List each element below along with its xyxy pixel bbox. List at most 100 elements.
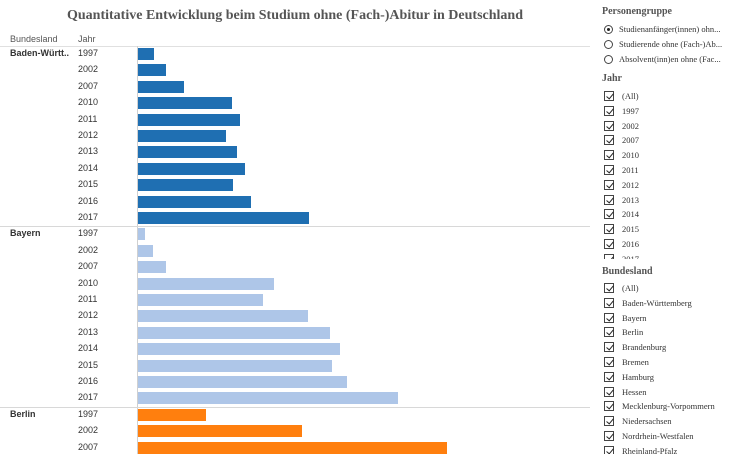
checkbox-icon[interactable]: [604, 445, 614, 454]
bundesland-filter-item[interactable]: Rheinland-Pfalz: [604, 444, 732, 454]
bar[interactable]: [138, 277, 274, 290]
bar[interactable]: [138, 392, 398, 405]
checkbox-icon[interactable]: [604, 283, 614, 293]
checkbox-icon[interactable]: [604, 224, 614, 235]
checkbox-icon[interactable]: [604, 253, 614, 259]
checkbox-label: Rheinland-Pfalz: [622, 445, 678, 454]
year-label: 1997: [78, 48, 99, 58]
bundesland-filter-item[interactable]: Bayern: [604, 311, 732, 325]
jahr-filter-item[interactable]: 2014: [604, 207, 732, 221]
bundesland-filter-item[interactable]: Berlin: [604, 325, 732, 339]
filter-title-bundesland: Bundesland: [602, 266, 653, 277]
bar[interactable]: [138, 212, 309, 224]
bar[interactable]: [138, 113, 240, 126]
bar[interactable]: [138, 359, 332, 372]
year-label: 2002: [78, 425, 99, 436]
bundesland-filter-item[interactable]: (All): [604, 281, 732, 295]
bar[interactable]: [138, 408, 206, 421]
checkbox-icon[interactable]: [604, 135, 614, 146]
checkbox-icon[interactable]: [604, 165, 614, 175]
radio-icon[interactable]: [604, 39, 613, 49]
year-label: 2011: [78, 113, 98, 124]
bundesland-filter-item[interactable]: Baden-Württemberg: [604, 296, 732, 310]
bar[interactable]: [138, 64, 166, 77]
bar[interactable]: [138, 244, 153, 257]
year-label: 2016: [78, 195, 99, 206]
option-label: Absolvent(inn)en ohne (Fac...: [619, 54, 721, 64]
checkbox-icon[interactable]: [604, 401, 614, 412]
checkbox-icon[interactable]: [604, 386, 614, 397]
jahr-filter-item[interactable]: (All): [604, 89, 732, 103]
jahr-filter-item[interactable]: 2017: [604, 252, 732, 259]
jahr-filter-item[interactable]: 2015: [604, 222, 732, 236]
radio-icon[interactable]: [604, 54, 613, 64]
checkbox-icon[interactable]: [604, 209, 614, 220]
jahr-filter-item[interactable]: 2013: [604, 193, 732, 207]
checkbox-label: Hamburg: [622, 371, 654, 382]
radio-icon[interactable]: [604, 24, 613, 34]
bundesland-filter-item[interactable]: Hessen: [604, 385, 732, 399]
checkbox-icon[interactable]: [604, 179, 614, 190]
jahr-filter-item[interactable]: 2002: [604, 119, 732, 133]
bar[interactable]: [138, 343, 340, 356]
checkbox-icon[interactable]: [604, 239, 614, 249]
personengruppe-option[interactable]: Studienanfänger(innen) ohn...: [604, 22, 732, 36]
checkbox-icon[interactable]: [604, 91, 614, 101]
year-label: 2015: [78, 359, 99, 370]
jahr-filter-item[interactable]: 2007: [604, 133, 732, 147]
checkbox-icon[interactable]: [604, 327, 614, 338]
checkbox-icon[interactable]: [604, 120, 614, 131]
bundesland-filter-item[interactable]: Bremen: [604, 355, 732, 369]
bar[interactable]: [138, 261, 166, 274]
bundesland-filter-item[interactable]: Niedersachsen: [604, 414, 732, 428]
bar[interactable]: [138, 179, 233, 192]
year-label: 2011: [78, 294, 98, 304]
bar[interactable]: [138, 48, 154, 60]
bar[interactable]: [138, 80, 184, 93]
jahr-filter-item[interactable]: 1997: [604, 104, 732, 118]
bar[interactable]: [138, 294, 263, 306]
bar[interactable]: [138, 376, 347, 388]
bundesland-filter-item[interactable]: Mecklenburg-Vorpommern: [604, 399, 732, 413]
personengruppe-option[interactable]: Studierende ohne (Fach-)Ab...: [604, 37, 732, 51]
jahr-filter-item[interactable]: 2010: [604, 148, 732, 162]
bar[interactable]: [138, 310, 308, 323]
checkbox-icon[interactable]: [604, 194, 614, 205]
checkbox-label: Bremen: [622, 357, 649, 367]
checkbox-icon[interactable]: [604, 312, 614, 323]
checkbox-icon[interactable]: [604, 431, 614, 441]
checkbox-label: Baden-Württemberg: [622, 297, 692, 308]
year-label: 2015: [78, 179, 99, 190]
jahr-filter-item[interactable]: 2016: [604, 237, 732, 251]
year-label: 2010: [78, 277, 99, 288]
bar[interactable]: [138, 97, 232, 110]
checkbox-label: Brandenburg: [622, 342, 667, 353]
bundesland-filter-item[interactable]: Hamburg: [604, 370, 732, 384]
personengruppe-option[interactable]: Absolvent(inn)en ohne (Fac...: [604, 52, 732, 66]
checkbox-icon[interactable]: [604, 297, 614, 308]
year-label: 2017: [78, 392, 99, 403]
bar[interactable]: [138, 326, 330, 339]
bar[interactable]: [138, 228, 145, 241]
checkbox-icon[interactable]: [604, 150, 614, 161]
bundesland-label: Bayern: [10, 228, 41, 239]
bar[interactable]: [138, 162, 245, 175]
year-label: 1997: [78, 228, 99, 239]
bundesland-filter-item[interactable]: Brandenburg: [604, 340, 732, 354]
bundesland-filter-item[interactable]: Nordrhein-Westfalen: [604, 429, 732, 443]
checkbox-icon[interactable]: [604, 342, 614, 353]
checkbox-icon[interactable]: [604, 105, 614, 116]
checkbox-label: Mecklenburg-Vorpommern: [622, 401, 715, 412]
checkbox-icon[interactable]: [604, 371, 614, 382]
checkbox-label: 2017: [622, 253, 639, 259]
year-label: 2014: [78, 162, 99, 173]
checkbox-icon[interactable]: [604, 357, 614, 367]
bar[interactable]: [138, 130, 226, 142]
bar[interactable]: [138, 195, 251, 208]
checkbox-icon[interactable]: [604, 416, 614, 427]
bar[interactable]: [138, 441, 447, 454]
jahr-filter-item[interactable]: 2011: [604, 163, 732, 177]
bar[interactable]: [138, 146, 237, 159]
bar[interactable]: [138, 425, 302, 438]
jahr-filter-item[interactable]: 2012: [604, 178, 732, 192]
